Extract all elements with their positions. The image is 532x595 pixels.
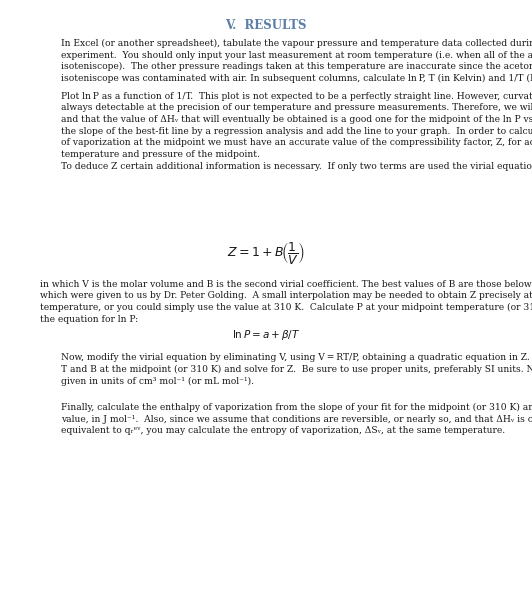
Text: in which V is the molar volume and B is the second virial coefficient. The best : in which V is the molar volume and B is … (40, 280, 532, 324)
Text: Now, modify the virial equation by eliminating V, using V = RT/P, obtaining a qu: Now, modify the virial equation by elimi… (61, 353, 532, 386)
Text: Finally, calculate the enthalpy of vaporization from the slope of your fit for t: Finally, calculate the enthalpy of vapor… (61, 403, 532, 436)
Text: $\ln P = a + \beta/T$: $\ln P = a + \beta/T$ (232, 328, 300, 342)
Text: In Excel (or another spreadsheet), tabulate the vapour pressure and temperature : In Excel (or another spreadsheet), tabul… (61, 39, 532, 83)
Text: To deduce Z certain additional information is necessary.  If only two terms are : To deduce Z certain additional informati… (61, 162, 532, 171)
Text: Plot ln P as a function of 1/T.  This plot is not expected to be a perfectly str: Plot ln P as a function of 1/T. This plo… (61, 92, 532, 159)
Text: V.  RESULTS: V. RESULTS (225, 19, 307, 32)
Text: $Z = 1 + B\!\left(\dfrac{1}{V}\right)$: $Z = 1 + B\!\left(\dfrac{1}{V}\right)$ (227, 240, 305, 267)
